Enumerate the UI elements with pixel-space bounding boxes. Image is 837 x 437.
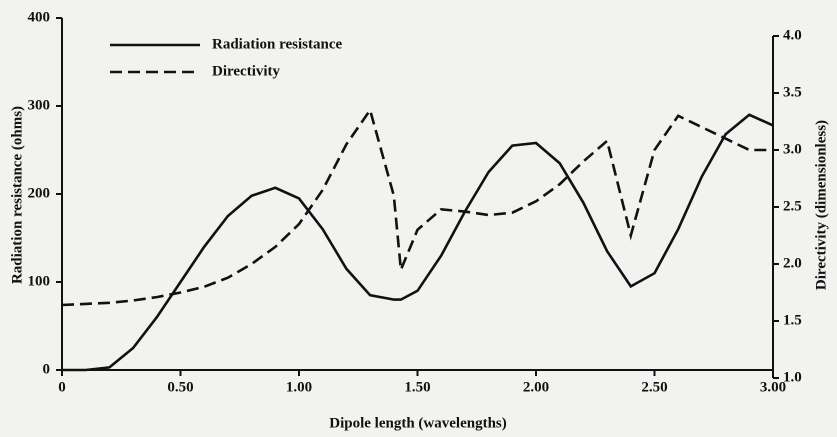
y2-tick-label: 3.0 <box>783 141 802 157</box>
x-tick-label: 0.50 <box>167 379 193 395</box>
series-line <box>61 107 773 307</box>
x-tick-label: 0 <box>58 379 66 395</box>
legend-label: Directivity <box>212 63 281 79</box>
y-tick-label: 0 <box>43 361 51 377</box>
y2-tick-label: 3.5 <box>783 84 802 100</box>
x-tick-label: 2.50 <box>641 379 667 395</box>
y2-tick-label: 1.0 <box>783 369 802 385</box>
x-tick-label: 1.50 <box>404 379 430 395</box>
series-line <box>62 113 774 372</box>
y-axis-label: Radiation resistance (ohms) <box>9 106 25 284</box>
x-tick-label: 3.00 <box>760 379 786 395</box>
y2-axis-label: Directivity (dimensionless) <box>813 120 829 290</box>
y2-tick-label: 2.5 <box>783 198 802 214</box>
x-tick-label: 1.00 <box>286 379 312 395</box>
x-axis-label: Dipole length (wavelengths) <box>329 415 507 431</box>
y2-tick-label: 1.5 <box>783 312 802 328</box>
y-tick-label: 300 <box>28 97 51 113</box>
x-tick-label: 2.00 <box>523 379 549 395</box>
y-tick-label: 200 <box>28 185 51 201</box>
y-tick-label: 400 <box>28 9 51 25</box>
y-tick-label: 100 <box>28 273 51 289</box>
y2-tick-label: 4.0 <box>783 27 802 43</box>
y2-tick-label: 2.0 <box>783 255 802 271</box>
legend-label: Radiation resistance <box>212 36 342 52</box>
